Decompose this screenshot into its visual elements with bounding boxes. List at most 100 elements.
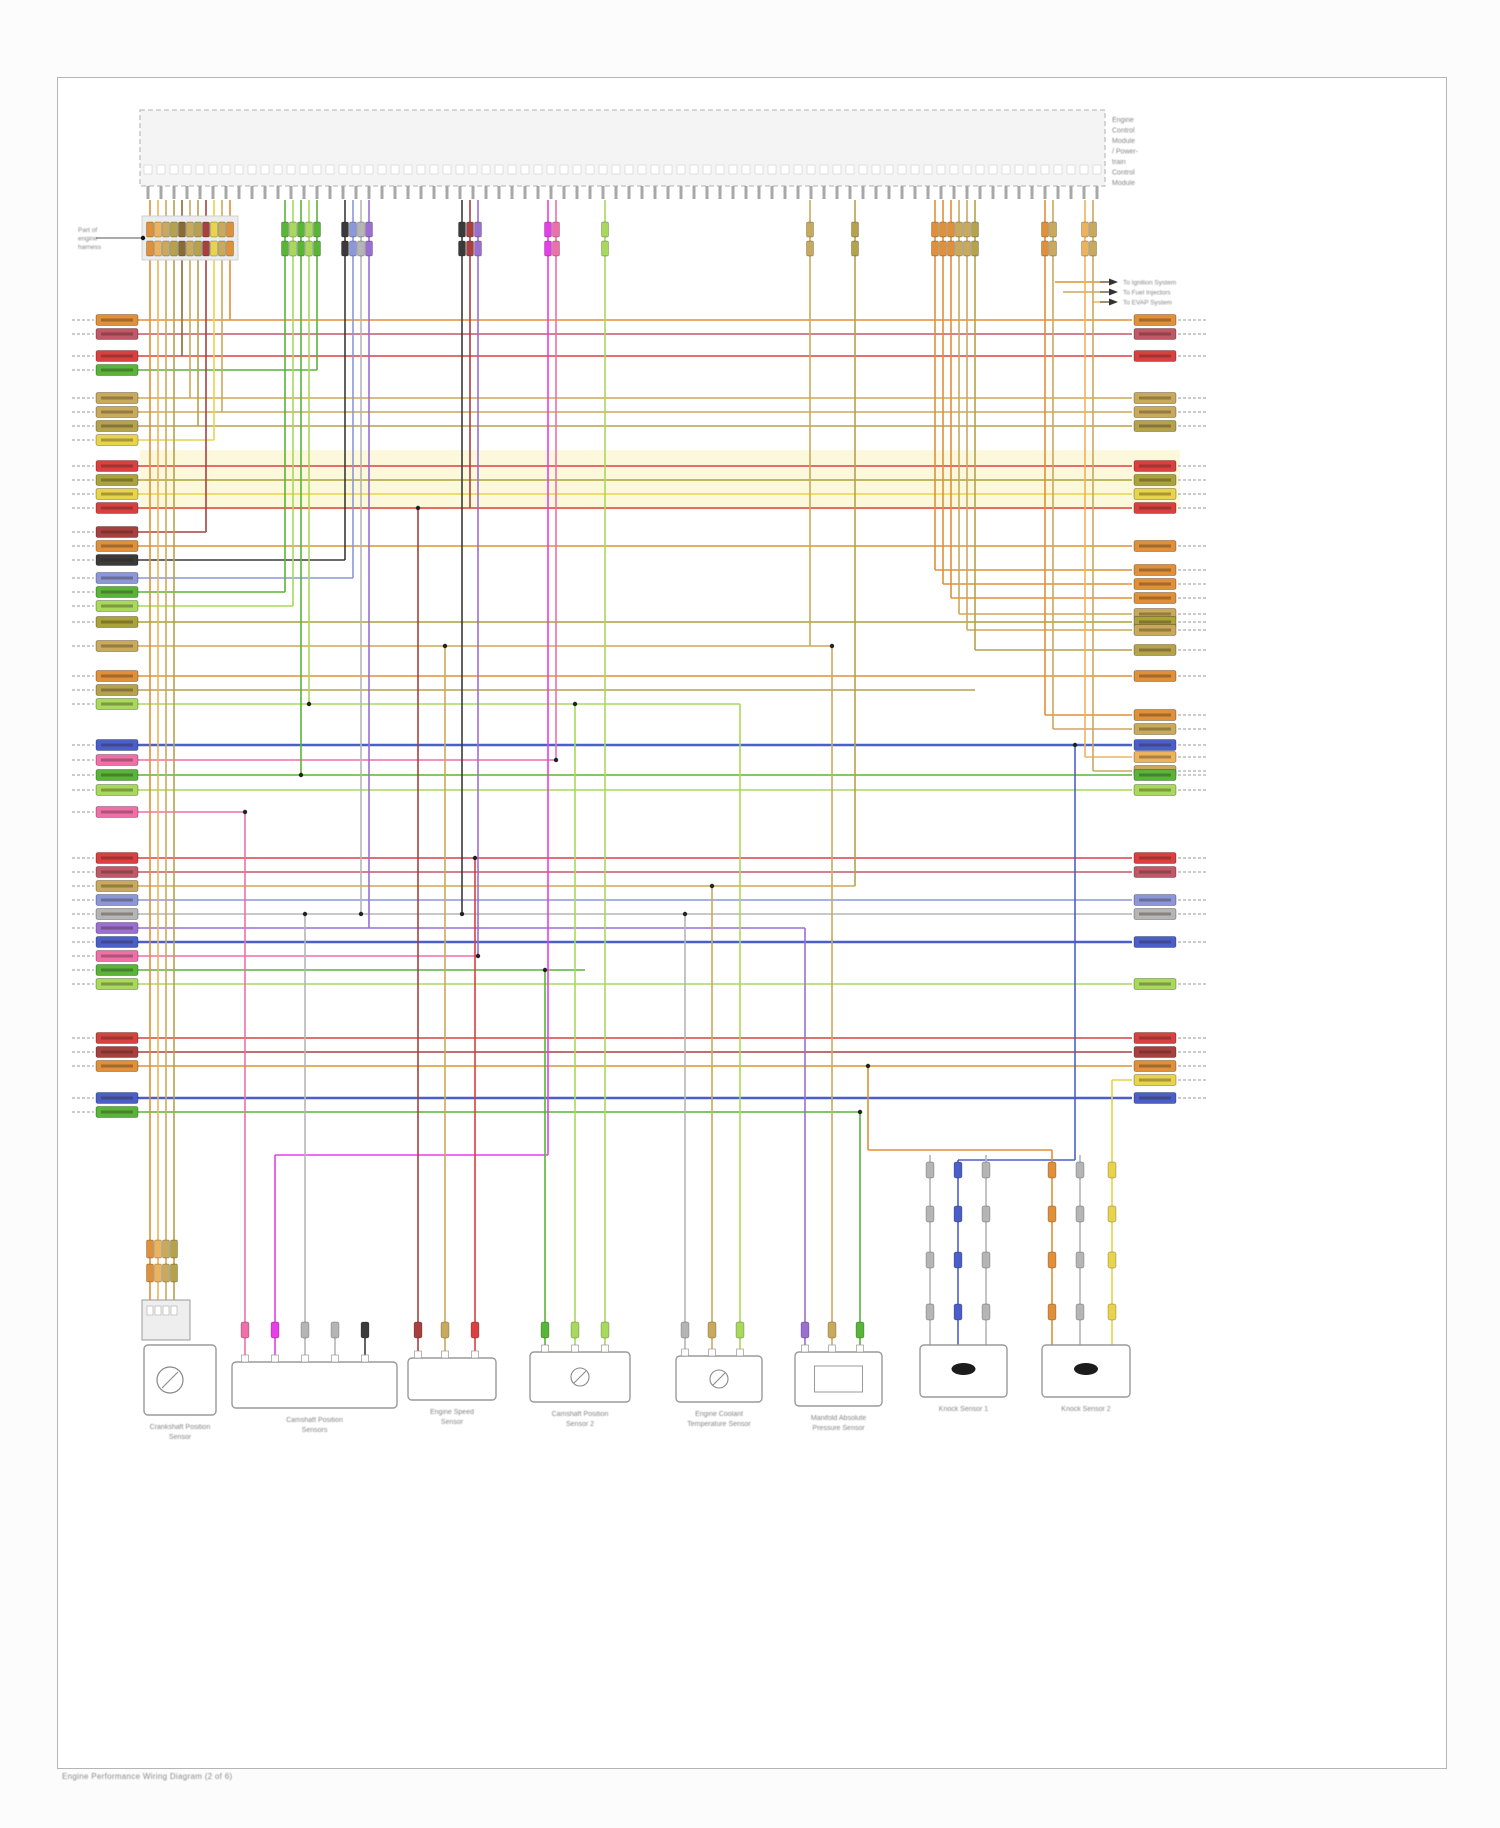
ecm-pin-number xyxy=(962,164,972,175)
wire-code-pill xyxy=(95,670,139,682)
wire-code-pill xyxy=(95,1046,139,1058)
wire-code-smudge xyxy=(1139,410,1171,414)
wire-code-pill xyxy=(1133,540,1177,552)
junction-dot xyxy=(415,505,421,511)
ecm-pin-number xyxy=(884,164,894,175)
wire-code-pill xyxy=(1133,420,1177,432)
ecm-pin-stub xyxy=(848,186,852,199)
inline-connector xyxy=(281,221,289,238)
wire-code-smudge xyxy=(101,332,133,336)
sensor-symbol-icon xyxy=(156,1366,184,1394)
stack-connector-pill xyxy=(953,1303,963,1321)
label-text: Module xyxy=(1112,180,1135,187)
wire-code-smudge xyxy=(1139,478,1171,482)
ecm-pin-number xyxy=(572,164,582,175)
inline-connector xyxy=(349,221,357,238)
wire-code-smudge xyxy=(101,898,133,902)
sensor-symbol-line xyxy=(712,1372,726,1386)
inline-connector xyxy=(297,221,305,238)
wire-code-smudge xyxy=(1139,464,1171,468)
arrow-icon xyxy=(1109,278,1118,286)
ecm-pin-stub xyxy=(198,186,202,199)
inline-connector xyxy=(963,221,971,238)
wire-code-smudge xyxy=(101,702,133,706)
ecm-pin-stub xyxy=(484,186,488,199)
wire-code-pill xyxy=(95,784,139,796)
stack-connector-pill xyxy=(1047,1161,1057,1179)
wire-code-smudge xyxy=(101,544,133,548)
wire-code-smudge xyxy=(101,758,133,762)
inline-connector xyxy=(341,221,349,238)
label-text: To Fuel Injectors xyxy=(1123,290,1171,297)
wire-code-smudge xyxy=(101,688,133,692)
wire-code-pill xyxy=(1133,852,1177,864)
wire-code-pill xyxy=(95,406,139,418)
ecm-pin-number xyxy=(936,164,946,175)
wire-code-pill xyxy=(1133,392,1177,404)
sensor-connector-pill xyxy=(162,1239,170,1259)
wire-code-pill xyxy=(95,978,139,990)
ecm-pin-stub xyxy=(692,186,696,199)
wire-code-smudge xyxy=(101,604,133,608)
junction-dot xyxy=(298,772,304,778)
ecm-pin-number xyxy=(611,164,621,175)
ecm-pin-number xyxy=(494,164,504,175)
wire-code-smudge xyxy=(1139,982,1171,986)
wire-code-smudge xyxy=(1139,743,1171,747)
wire-code-smudge xyxy=(1139,940,1171,944)
wire-code-pill xyxy=(1133,1032,1177,1044)
inline-connector xyxy=(939,221,947,238)
junction-dot xyxy=(459,911,465,917)
inline-connector xyxy=(1081,240,1089,257)
ecm-pin-stub xyxy=(991,186,995,199)
sensor-symbol-line xyxy=(161,1371,179,1389)
wire-code-smudge xyxy=(1139,506,1171,510)
component-pin xyxy=(541,1344,549,1353)
ecm-pin-stub xyxy=(653,186,657,199)
sensor-connector-pin xyxy=(162,1305,170,1316)
ecm-pin-number xyxy=(949,164,959,175)
ecm-pin-stub xyxy=(315,186,319,199)
stack-connector-pill xyxy=(925,1161,935,1179)
ecm-pin-number xyxy=(312,164,322,175)
ecm-pin-stub xyxy=(666,186,670,199)
relay-symbol-icon xyxy=(814,1365,863,1393)
wire-code-smudge xyxy=(101,644,133,648)
ecm-pin-number xyxy=(858,164,868,175)
stack-connector-pill xyxy=(925,1205,935,1223)
wire-code-pill xyxy=(1133,739,1177,751)
wire-code-smudge xyxy=(101,354,133,358)
inline-connector xyxy=(947,221,955,238)
ecm-pin-number xyxy=(1092,164,1102,175)
wire-code-pill xyxy=(1133,592,1177,604)
label-text: Engine Speed xyxy=(430,1409,474,1416)
component-pin xyxy=(571,1344,579,1353)
ecm-pin-number xyxy=(1079,164,1089,175)
ecm-pin-number xyxy=(728,164,738,175)
sensor-symbol-icon xyxy=(709,1369,729,1389)
label-text: harness xyxy=(78,244,102,251)
wire-code-smudge xyxy=(1139,755,1171,759)
sensor-connector-pill xyxy=(154,1239,162,1259)
wire-code-pill xyxy=(1133,1074,1177,1086)
ecm-pin-stub xyxy=(757,186,761,199)
ecm-pin-number xyxy=(364,164,374,175)
junction-dot xyxy=(857,1109,863,1115)
wire-code-pill xyxy=(95,554,139,566)
wire-code-pill xyxy=(95,769,139,781)
stack-connector-pill xyxy=(953,1205,963,1223)
wire-code-pill xyxy=(95,488,139,500)
wire-code-pill xyxy=(95,364,139,376)
ecm-pin-stub xyxy=(614,186,618,199)
ecm-pin-number xyxy=(637,164,647,175)
junction-dot xyxy=(358,911,364,917)
ecm-pin-number xyxy=(520,164,530,175)
ecm-pin-stub xyxy=(302,186,306,199)
stack-connector-pill xyxy=(981,1205,991,1223)
ecm-pin-stub xyxy=(1056,186,1060,199)
ecm-pin-number xyxy=(780,164,790,175)
label-text: To Ignition System xyxy=(1123,280,1176,287)
ecm-pin-number xyxy=(299,164,309,175)
inline-connector xyxy=(806,240,814,257)
